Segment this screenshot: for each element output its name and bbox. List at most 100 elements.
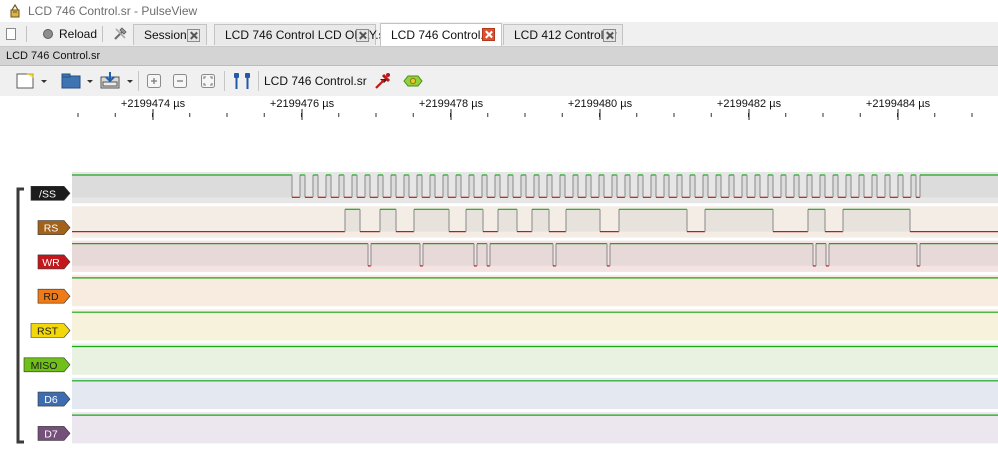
signal-high-fill <box>521 175 526 198</box>
tab-label: LCD 412 Control.sr <box>514 28 617 42</box>
channel-lane-background <box>72 309 998 341</box>
signal-high-fill <box>300 175 305 198</box>
signal-high-fill <box>573 175 578 198</box>
channel-label-rd[interactable]: RD <box>37 288 71 304</box>
cursors-button[interactable] <box>230 70 254 92</box>
channel-lane-background <box>72 343 998 375</box>
signal-high-fill <box>612 175 617 198</box>
signal-high-fill <box>755 175 760 198</box>
channel-label-rst[interactable]: RST <box>30 323 71 338</box>
channel-lane-background <box>72 172 998 204</box>
signal-high-fill <box>345 209 360 232</box>
configure-probe-button[interactable] <box>372 70 394 92</box>
ruler-tick-label: +2199482 µs <box>717 98 782 110</box>
protocol-decoder-icon <box>403 75 423 87</box>
channel-tag-shape <box>37 220 71 235</box>
channel-lane-background <box>72 274 998 307</box>
ruler-tick-label: +2199476 µs <box>270 98 335 110</box>
window-titlebar: LCD 746 Control.sr - PulseView <box>0 0 998 22</box>
signal-high-fill <box>705 209 773 232</box>
new-document-icon <box>6 28 16 40</box>
open-file-button[interactable] <box>58 70 96 92</box>
channel-tag-shape <box>30 186 71 201</box>
channel-label-rs[interactable]: RS <box>37 220 71 235</box>
channel-lane-background <box>72 377 998 410</box>
signal-high-fill <box>729 175 734 198</box>
signal-high-fill <box>638 175 643 198</box>
signal-high-fill <box>482 175 487 198</box>
channel-name: D6 <box>44 394 58 406</box>
signal-high-fill <box>846 175 851 198</box>
channel-label-miso[interactable]: MISO <box>23 357 71 373</box>
signal-high-fill <box>326 175 331 198</box>
tab-label: LCD 746 Control.sr <box>391 28 494 42</box>
signal-high-fill <box>816 243 826 266</box>
signal-high-fill <box>768 175 773 198</box>
signal-high-fill <box>371 243 420 266</box>
signal-high-fill <box>664 175 669 198</box>
signal-high-fill <box>808 209 825 232</box>
save-file-button[interactable] <box>96 70 136 92</box>
signal-high-fill <box>365 175 370 198</box>
settings-button[interactable] <box>112 22 130 46</box>
tab-lcd-412-control[interactable]: LCD 412 Control.sr <box>503 24 623 45</box>
window-title: LCD 746 Control.sr - PulseView <box>28 4 198 18</box>
channel-label-d7[interactable]: D7 <box>37 426 71 441</box>
add-decoder-button[interactable] <box>400 70 426 92</box>
tab-close-icon[interactable] <box>603 29 616 42</box>
session-title-bar: LCD 746 Control.sr <box>0 47 998 66</box>
tab-lcd-746-control[interactable]: LCD 746 Control.sr <box>380 23 502 46</box>
zoom-in-icon <box>147 74 161 88</box>
signal-high-fill <box>404 175 409 198</box>
signal-high-fill <box>794 175 799 198</box>
zoom-out-button[interactable] <box>170 70 190 92</box>
signal-high-fill <box>566 209 600 232</box>
signal-high-fill <box>532 209 549 232</box>
signal-high-fill <box>495 175 500 198</box>
tab-session-1[interactable]: Session 1 <box>133 24 207 45</box>
channel-tag-shape <box>30 323 71 338</box>
signal-high-fill <box>391 175 396 198</box>
signal-high-fill <box>843 209 910 232</box>
ruler-tick-label: +2199480 µs <box>568 98 633 110</box>
main-toolbar: LCD 746 Control.sr <box>0 66 998 97</box>
channel-label-wr[interactable]: WR <box>37 254 71 270</box>
tab-close-icon[interactable] <box>482 28 495 41</box>
channel-label-ss[interactable]: /SS <box>30 186 71 201</box>
session-tab-bar: Reload Session 1 LCD 746 Control LCD ONL… <box>0 22 998 47</box>
new-view-button[interactable] <box>12 70 50 92</box>
signal-high-fill <box>490 243 553 266</box>
time-ruler[interactable]: +2199474 µs +2199476 µs +2199478 µs +219948… <box>0 96 998 164</box>
signal-high-fill <box>586 175 591 198</box>
signal-high-fill <box>72 243 368 266</box>
signal-high-fill <box>703 175 708 198</box>
tab-close-icon[interactable] <box>187 29 200 42</box>
tab-label: Session 1 <box>144 28 197 42</box>
channel-label-d6[interactable]: D6 <box>37 391 71 407</box>
signal-high-fill <box>833 175 838 198</box>
signal-high-fill <box>716 175 721 198</box>
reload-button[interactable]: Reload <box>42 22 97 46</box>
tab-label: LCD 746 Control LCD ONLY.sr <box>225 28 389 42</box>
zoom-in-button[interactable] <box>144 70 164 92</box>
ruler-tick-label: +2199474 µs <box>121 98 186 110</box>
channel-group-bracket[interactable] <box>16 187 24 444</box>
session-title: LCD 746 Control.sr <box>6 50 101 62</box>
channel-name: /SS <box>39 188 56 200</box>
signal-high-fill <box>677 175 682 198</box>
channel-tag-shape <box>37 288 71 304</box>
device-selector[interactable]: LCD 746 Control.sr <box>264 72 389 90</box>
tab-lcd-746-control-lcd-only[interactable]: LCD 746 Control LCD ONLY.sr <box>214 24 389 45</box>
signal-high-fill <box>920 175 998 198</box>
signal-high-fill <box>560 175 565 198</box>
zoom-fit-button[interactable] <box>198 70 218 92</box>
signal-high-fill <box>380 209 396 232</box>
folder-open-icon <box>61 73 93 89</box>
zoom-out-icon <box>173 74 187 88</box>
new-session-button[interactable] <box>4 22 22 46</box>
signal-view[interactable]: /SS RS WR RD RST MISO D6 D7 <box>0 164 998 450</box>
signal-high-fill <box>498 209 517 232</box>
signal-high-fill <box>690 175 695 198</box>
tab-close-icon[interactable] <box>356 29 369 42</box>
channel-lane-background <box>72 240 998 272</box>
